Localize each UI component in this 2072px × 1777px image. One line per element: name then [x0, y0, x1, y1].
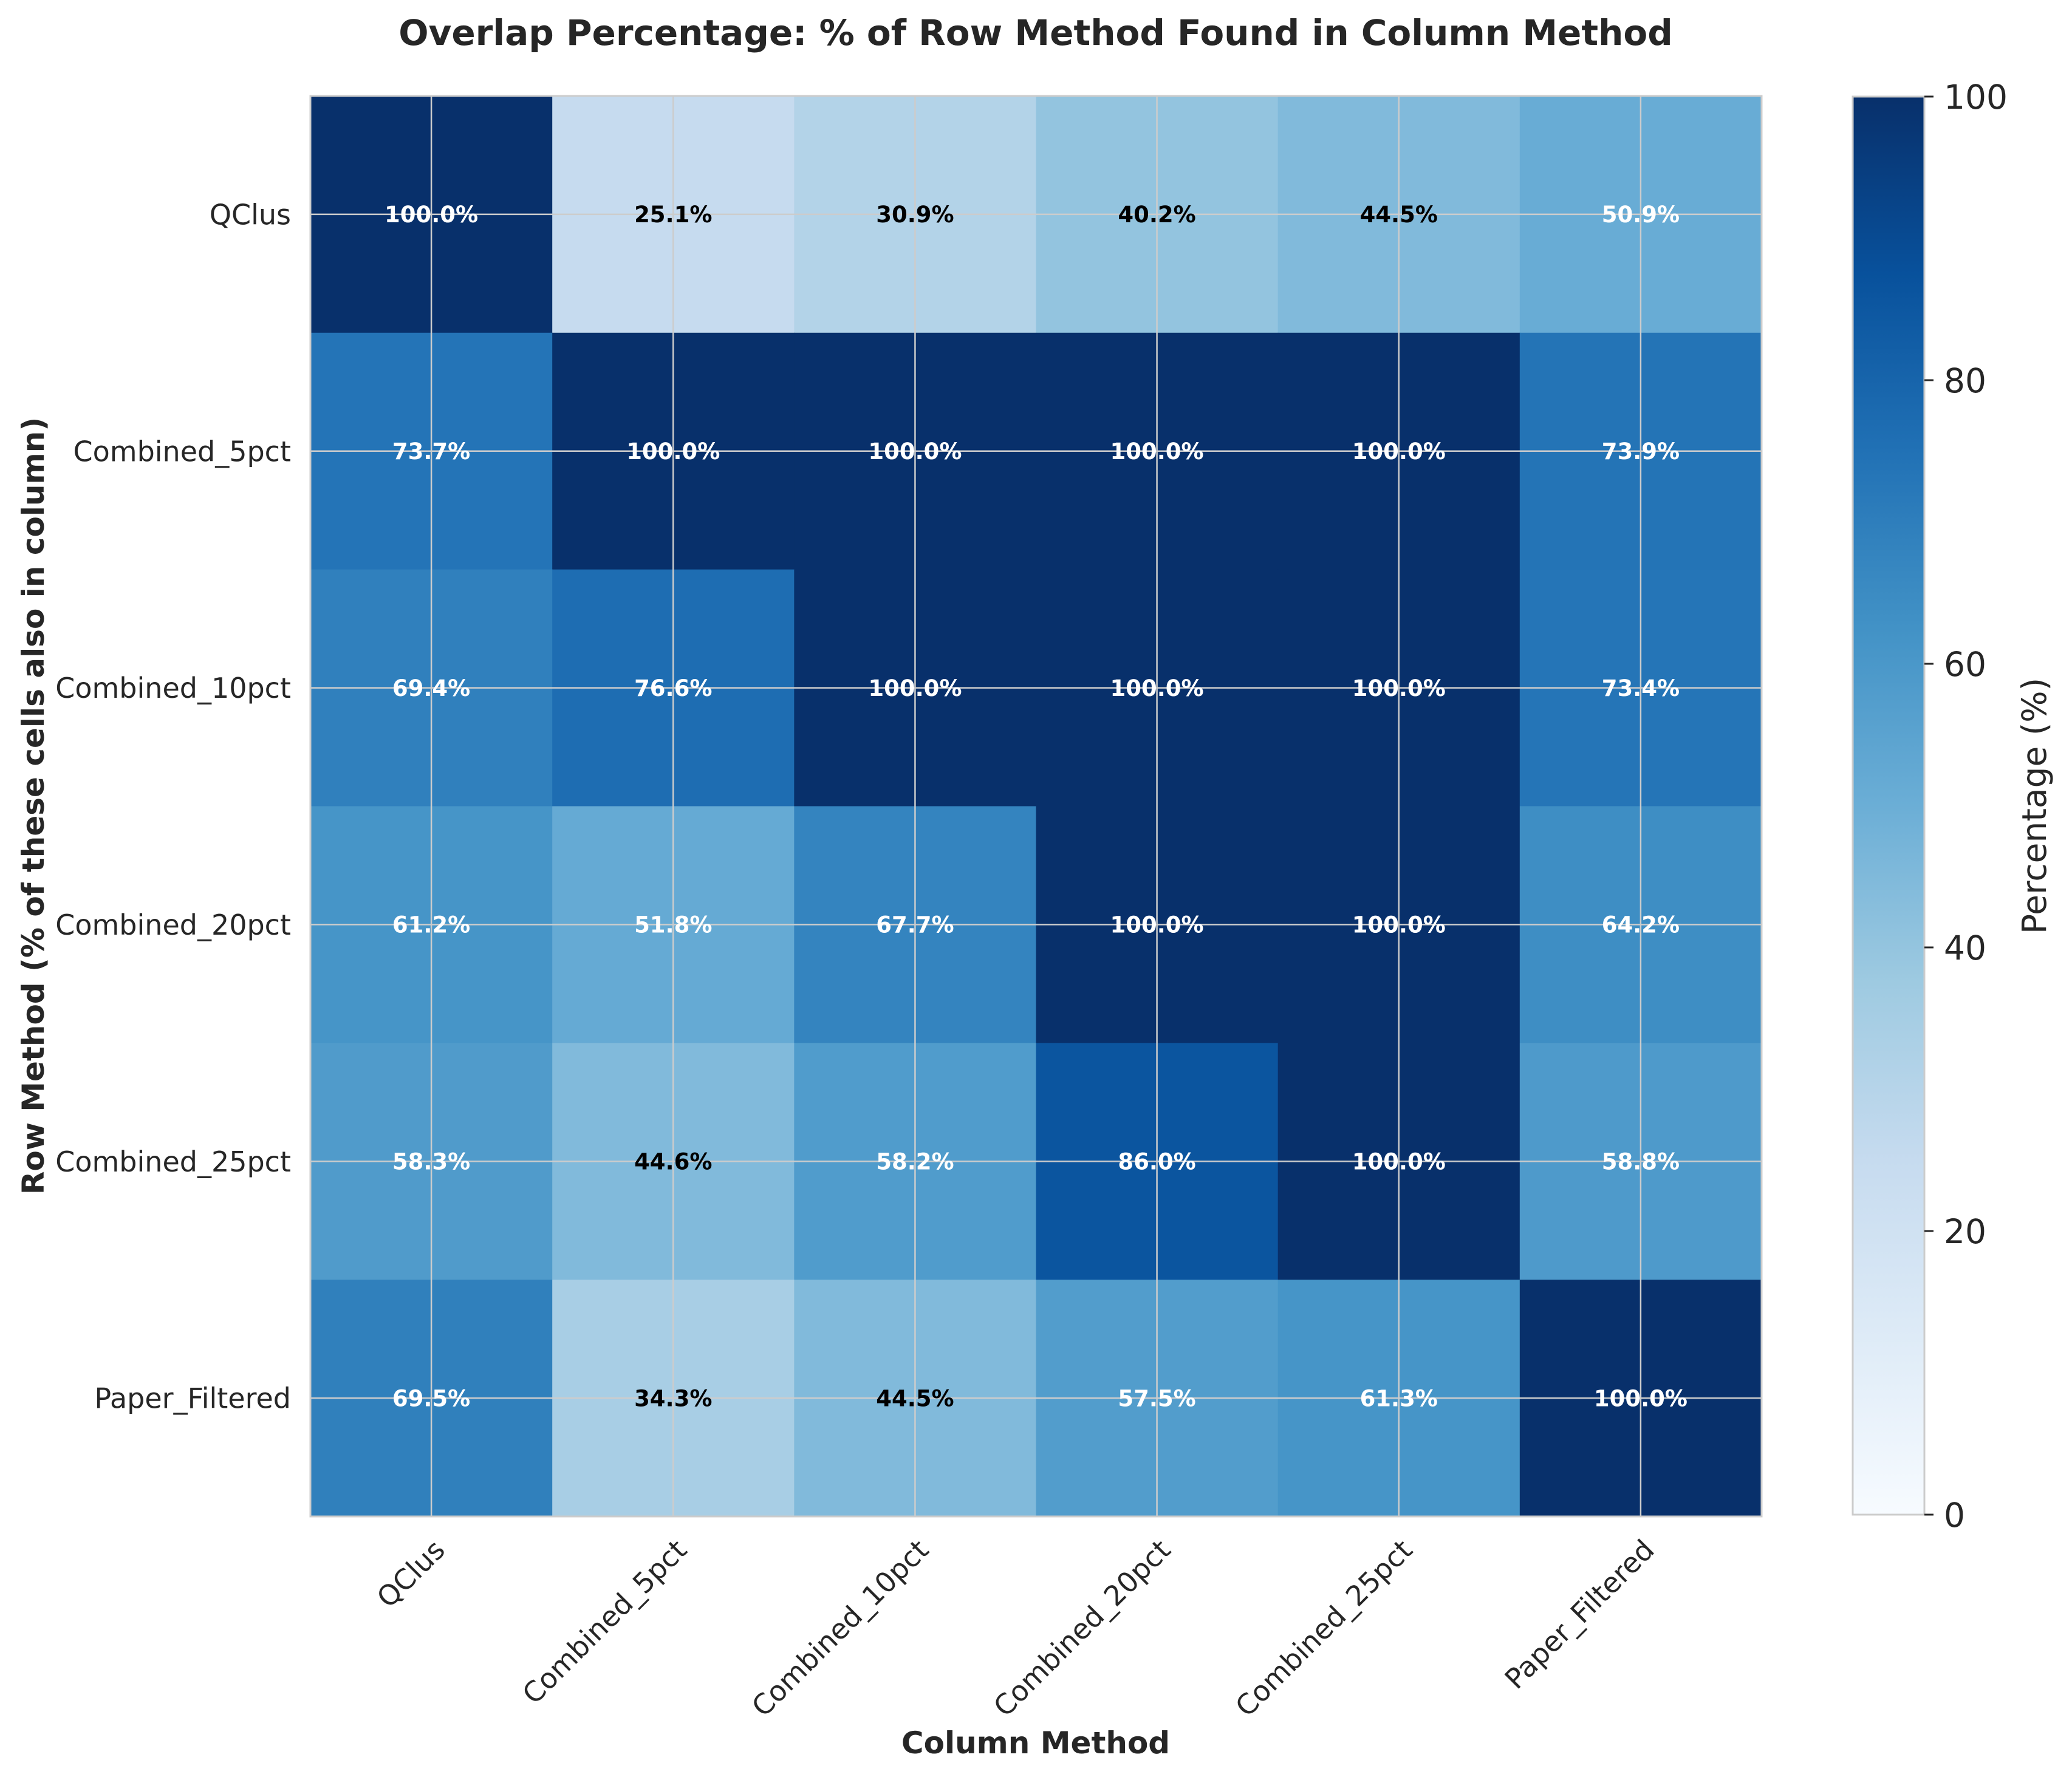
heatmap-cells	[310, 96, 1762, 1517]
cell-value-label: 30.9%	[876, 202, 954, 228]
cell-value-label: 100.0%	[1352, 1149, 1446, 1175]
y-tick-label: Combined_5pct	[74, 435, 292, 468]
cell-value-label: 100.0%	[1110, 438, 1204, 465]
cell-value-label: 100.0%	[1110, 675, 1204, 701]
cell-value-label: 57.5%	[1118, 1385, 1195, 1411]
cell-value-label: 73.7%	[392, 438, 470, 465]
cell-value-label: 44.5%	[1360, 202, 1438, 228]
cell-value-label: 40.2%	[1118, 202, 1195, 228]
y-tick-label: Combined_10pct	[55, 672, 291, 704]
chart-title: Overlap Percentage: % of Row Method Foun…	[398, 12, 1673, 53]
cell-value-label: 61.3%	[1360, 1385, 1438, 1411]
cell-value-label: 34.3%	[634, 1385, 712, 1411]
colorbar-gradient	[1853, 97, 1924, 1515]
cell-value-label: 73.4%	[1602, 675, 1680, 701]
cell-value-label: 100.0%	[1594, 1385, 1687, 1411]
colorbar-tick-label: 20	[1944, 1212, 1986, 1251]
cell-value-label: 73.9%	[1602, 438, 1680, 465]
cell-value-label: 100.0%	[385, 202, 478, 228]
y-tick-label: QClus	[210, 198, 291, 231]
cell-value-label: 100.0%	[1352, 675, 1446, 701]
cell-value-label: 69.5%	[392, 1385, 470, 1411]
y-axis-tick-labels: QClus Combined_5pct Combined_10pct Combined…	[55, 198, 291, 1414]
cell-value-label: 58.2%	[876, 1149, 954, 1175]
cell-value-label: 64.2%	[1602, 912, 1680, 938]
cell-value-label: 100.0%	[626, 438, 720, 465]
cell-value-label: 86.0%	[1118, 1149, 1195, 1175]
colorbar-label: Percentage (%)	[2015, 678, 2054, 934]
cell-value-label: 100.0%	[1352, 438, 1446, 465]
colorbar-tick-label: 0	[1944, 1496, 1965, 1535]
gridlines	[310, 96, 1762, 1516]
cell-value-label: 25.1%	[634, 202, 712, 228]
cell-value-label: 50.9%	[1602, 202, 1680, 228]
cell-value-label: 100.0%	[1352, 912, 1446, 938]
cell-value-label: 44.5%	[876, 1385, 954, 1411]
cell-value-label: 100.0%	[1110, 912, 1204, 938]
colorbar: 0 20 40 60 80 100	[1851, 78, 2008, 1535]
cell-value-label: 61.2%	[392, 912, 470, 938]
cell-value-label: 51.8%	[634, 912, 712, 938]
cell-value-label: 100.0%	[868, 675, 962, 701]
plot-frame-group	[309, 95, 1763, 1518]
cell-value-label: 58.8%	[1602, 1149, 1680, 1175]
y-tick-label: Combined_20pct	[55, 909, 291, 941]
colorbar-tick-label: 60	[1944, 645, 1986, 684]
colorbar-tick-label: 100	[1944, 78, 2008, 117]
cell-value-label: 58.3%	[392, 1149, 470, 1175]
cell-value-label: 67.7%	[876, 912, 954, 938]
y-axis-label: Row Method (% of these cells also in col…	[16, 417, 51, 1195]
y-tick-label: Combined_25pct	[55, 1145, 291, 1178]
cell-value-label: 76.6%	[634, 675, 712, 701]
colorbar-tick-label: 40	[1944, 929, 1986, 967]
cell-value-label: 100.0%	[868, 438, 962, 465]
colorbar-outline	[1851, 95, 1926, 1516]
x-axis-label: Column Method	[901, 1725, 1170, 1761]
cell-value-label: 69.4%	[392, 675, 470, 701]
cell-value-label: 44.6%	[634, 1149, 712, 1175]
y-tick-label: Paper_Filtered	[94, 1382, 291, 1415]
cell-value-labels: 100.0% 25.1% 30.9% 40.2% 44.5% 50.9% 73.7% 100.…	[385, 202, 1687, 1411]
colorbar-tick-label: 80	[1944, 361, 1986, 400]
plot-frame	[309, 95, 1763, 1518]
